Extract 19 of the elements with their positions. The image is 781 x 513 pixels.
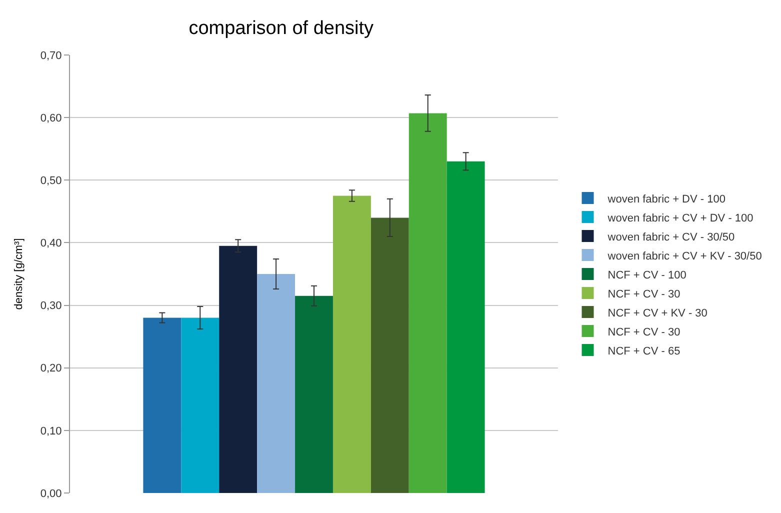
y-tick-label: 0,50 [40, 174, 62, 187]
legend-label: woven fabric + CV + DV - 100 [606, 212, 754, 224]
chart-title: comparison of density [188, 18, 374, 39]
legend-label: NCF + CV - 30 [608, 288, 680, 300]
y-tick-label: 0,30 [40, 300, 62, 312]
legend-label: woven fabric + DV - 100 [606, 193, 726, 206]
legend-label: NCF + CV - 30 [608, 326, 680, 338]
y-tick-label: 0,10 [40, 425, 62, 438]
y-tick-label: 0,20 [40, 362, 62, 375]
y-tick-label: 0,70 [40, 50, 62, 62]
legend-label: NCF + CV + KV - 30 [608, 307, 708, 320]
legend-label: woven fabric + CV + KV - 30/50 [606, 250, 762, 262]
y-tick-label: 0,00 [40, 488, 62, 500]
legend-label: NCF + CV - 100 [608, 269, 686, 282]
y-tick-label: 0,40 [40, 238, 62, 250]
legend-label: NCF + CV - 65 [608, 345, 680, 358]
y-axis-title: density [g/cm³] [13, 238, 26, 310]
y-tick-label: 0,60 [40, 112, 62, 124]
legend-label: woven fabric + CV - 30/50 [606, 231, 735, 244]
